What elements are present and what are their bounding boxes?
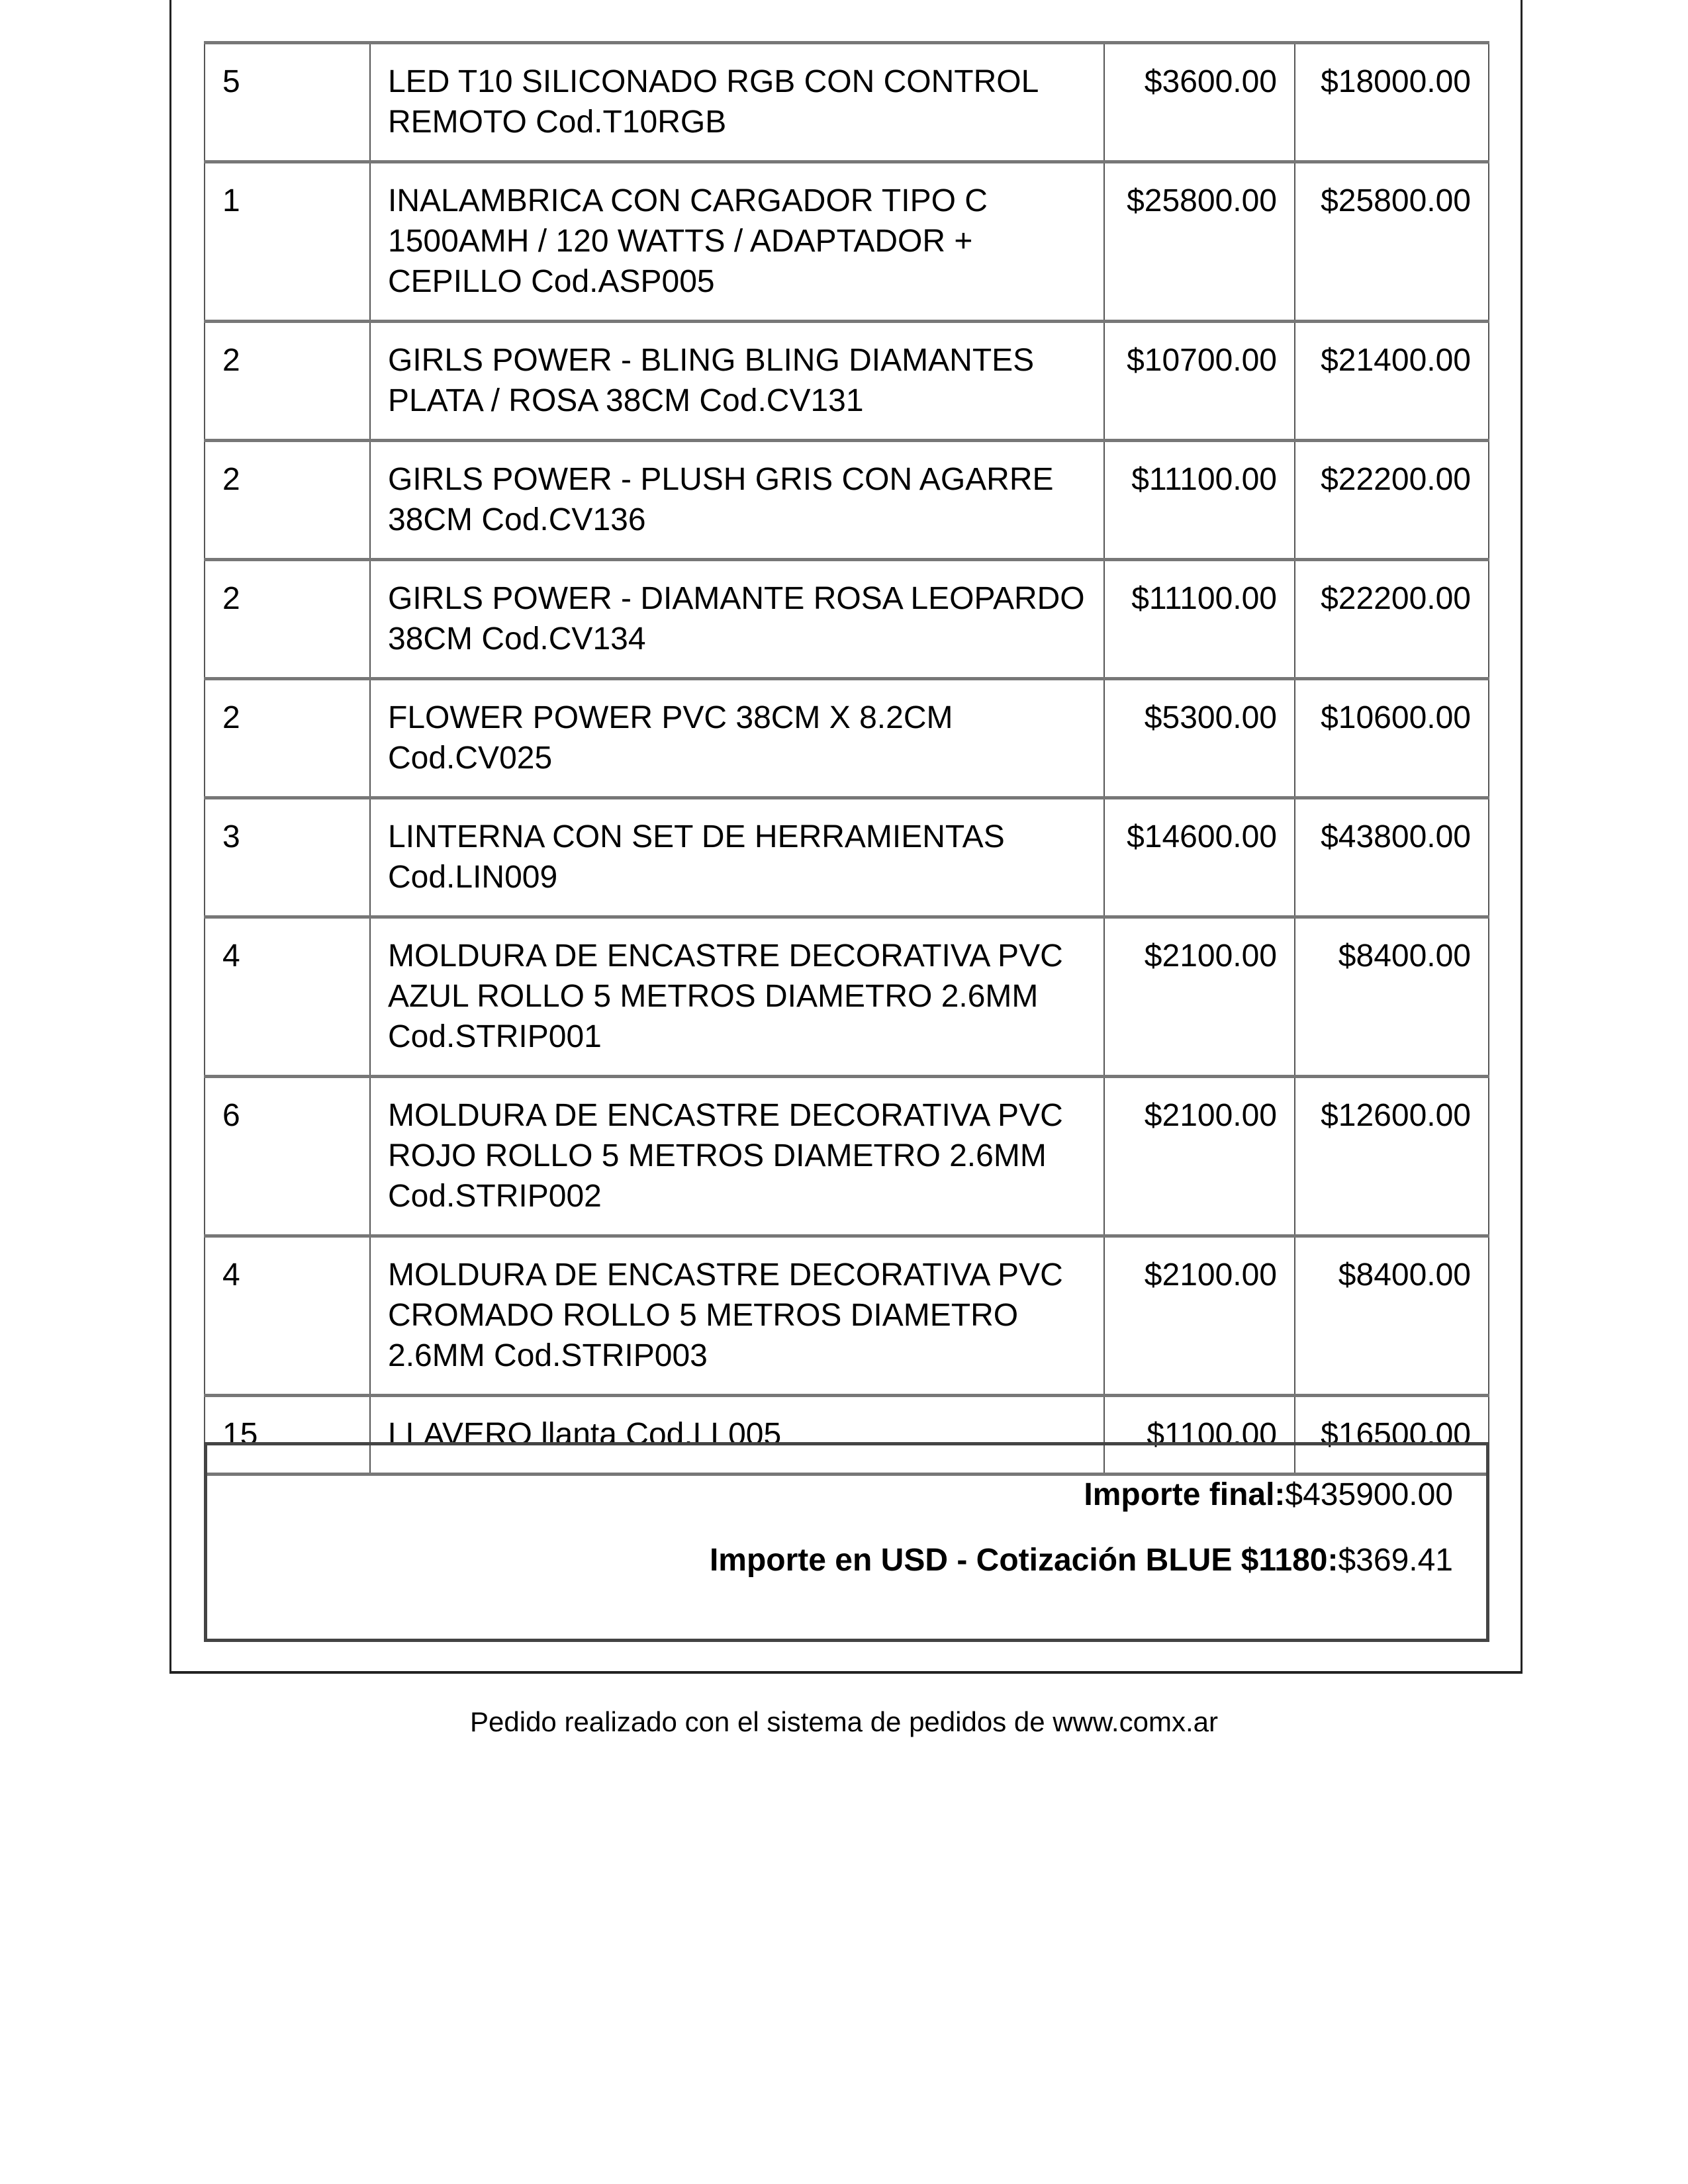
description-cell: LED T10 SILICONADO RGB CON CONTROL REMOT… <box>369 41 1105 163</box>
final-amount-value: $435900.00 <box>1285 1477 1453 1512</box>
description-cell: GIRLS POWER - PLUSH GRIS CON AGARRE 38CM… <box>369 439 1105 561</box>
table-row: 2 GIRLS POWER - DIAMANTE ROSA LEOPARDO 38… <box>204 558 1489 680</box>
order-frame <box>169 0 1523 1674</box>
unit-price-cell: $2100.00 <box>1103 1075 1295 1238</box>
total-cell: $16500.00 <box>1294 1394 1489 1476</box>
unit-price-cell: $11100.00 <box>1103 439 1295 561</box>
table-row: 4 MOLDURA DE ENCASTRE DECORATIVA PVC CROM… <box>204 1234 1489 1397</box>
unit-price-cell: $10700.00 <box>1103 320 1295 442</box>
total-cell: $43800.00 <box>1294 796 1489 919</box>
description-cell: INALAMBRICA CON CARGADOR TIPO C 1500AMH … <box>369 160 1105 323</box>
table-row: 15 LLAVERO llanta Cod.LL005 $1100.00 $16500… <box>204 1394 1489 1476</box>
total-cell: $12600.00 <box>1294 1075 1489 1238</box>
order-items-table: 5 LED T10 SILICONADO RGB CON CONTROL REMO… <box>204 41 1489 1476</box>
total-cell: $10600.00 <box>1294 677 1489 799</box>
quantity-cell: 4 <box>204 915 371 1078</box>
footer-note: Pedido realizado con el sistema de pedid… <box>470 1706 1218 1737</box>
total-cell: $22200.00 <box>1294 439 1489 561</box>
table-row: 5 LED T10 SILICONADO RGB CON CONTROL REMO… <box>204 41 1489 163</box>
unit-price-cell: $14600.00 <box>1103 796 1295 919</box>
final-amount: Importe final:$435900.00 <box>1084 1477 1453 1513</box>
quantity-cell: 15 <box>204 1394 371 1476</box>
total-cell: $8400.00 <box>1294 1234 1489 1397</box>
total-cell: $18000.00 <box>1294 41 1489 163</box>
quantity-cell: 1 <box>204 160 371 323</box>
table-row: 6 MOLDURA DE ENCASTRE DECORATIVA PVC ROJO… <box>204 1075 1489 1238</box>
quantity-cell: 6 <box>204 1075 371 1238</box>
usd-amount: Importe en USD - Cotización BLUE $1180:$… <box>710 1542 1453 1578</box>
description-cell: LINTERNA CON SET DE HERRAMIENTAS Cod.LIN… <box>369 796 1105 919</box>
quantity-cell: 2 <box>204 677 371 799</box>
quantity-cell: 2 <box>204 320 371 442</box>
unit-price-cell: $1100.00 <box>1103 1394 1295 1476</box>
quantity-cell: 5 <box>204 41 371 163</box>
summary-box: Importe final:$435900.00 Importe en USD … <box>204 1442 1489 1642</box>
table-row: 1 INALAMBRICA CON CARGADOR TIPO C 1500AMH… <box>204 160 1489 323</box>
total-cell: $8400.00 <box>1294 915 1489 1078</box>
description-cell: GIRLS POWER - BLING BLING DIAMANTES PLAT… <box>369 320 1105 442</box>
quantity-cell: 2 <box>204 439 371 561</box>
description-cell: MOLDURA DE ENCASTRE DECORATIVA PVC AZUL … <box>369 915 1105 1078</box>
table-row: 2 GIRLS POWER - BLING BLING DIAMANTES PLA… <box>204 320 1489 442</box>
description-cell: GIRLS POWER - DIAMANTE ROSA LEOPARDO 38C… <box>369 558 1105 680</box>
unit-price-cell: $11100.00 <box>1103 558 1295 680</box>
usd-amount-value: $369.41 <box>1338 1543 1453 1578</box>
quantity-cell: 3 <box>204 796 371 919</box>
table-row: 2 FLOWER POWER PVC 38CM X 8.2CM Cod.CV025… <box>204 677 1489 799</box>
quantity-cell: 4 <box>204 1234 371 1397</box>
total-cell: $25800.00 <box>1294 160 1489 323</box>
quantity-cell: 2 <box>204 558 371 680</box>
description-cell: MOLDURA DE ENCASTRE DECORATIVA PVC ROJO … <box>369 1075 1105 1238</box>
table-row: 2 GIRLS POWER - PLUSH GRIS CON AGARRE 38C… <box>204 439 1489 561</box>
unit-price-cell: $2100.00 <box>1103 915 1295 1078</box>
description-cell: LLAVERO llanta Cod.LL005 <box>369 1394 1105 1476</box>
unit-price-cell: $3600.00 <box>1103 41 1295 163</box>
description-cell: MOLDURA DE ENCASTRE DECORATIVA PVC CROMA… <box>369 1234 1105 1397</box>
total-cell: $21400.00 <box>1294 320 1489 442</box>
final-amount-label: Importe final: <box>1084 1477 1286 1512</box>
description-cell: FLOWER POWER PVC 38CM X 8.2CM Cod.CV025 <box>369 677 1105 799</box>
usd-amount-label: Importe en USD - Cotización BLUE $1180: <box>709 1543 1338 1578</box>
total-cell: $22200.00 <box>1294 558 1489 680</box>
unit-price-cell: $5300.00 <box>1103 677 1295 799</box>
table-row: 4 MOLDURA DE ENCASTRE DECORATIVA PVC AZUL… <box>204 915 1489 1078</box>
unit-price-cell: $25800.00 <box>1103 160 1295 323</box>
unit-price-cell: $2100.00 <box>1103 1234 1295 1397</box>
table-row: 3 LINTERNA CON SET DE HERRAMIENTAS Cod.LI… <box>204 796 1489 919</box>
